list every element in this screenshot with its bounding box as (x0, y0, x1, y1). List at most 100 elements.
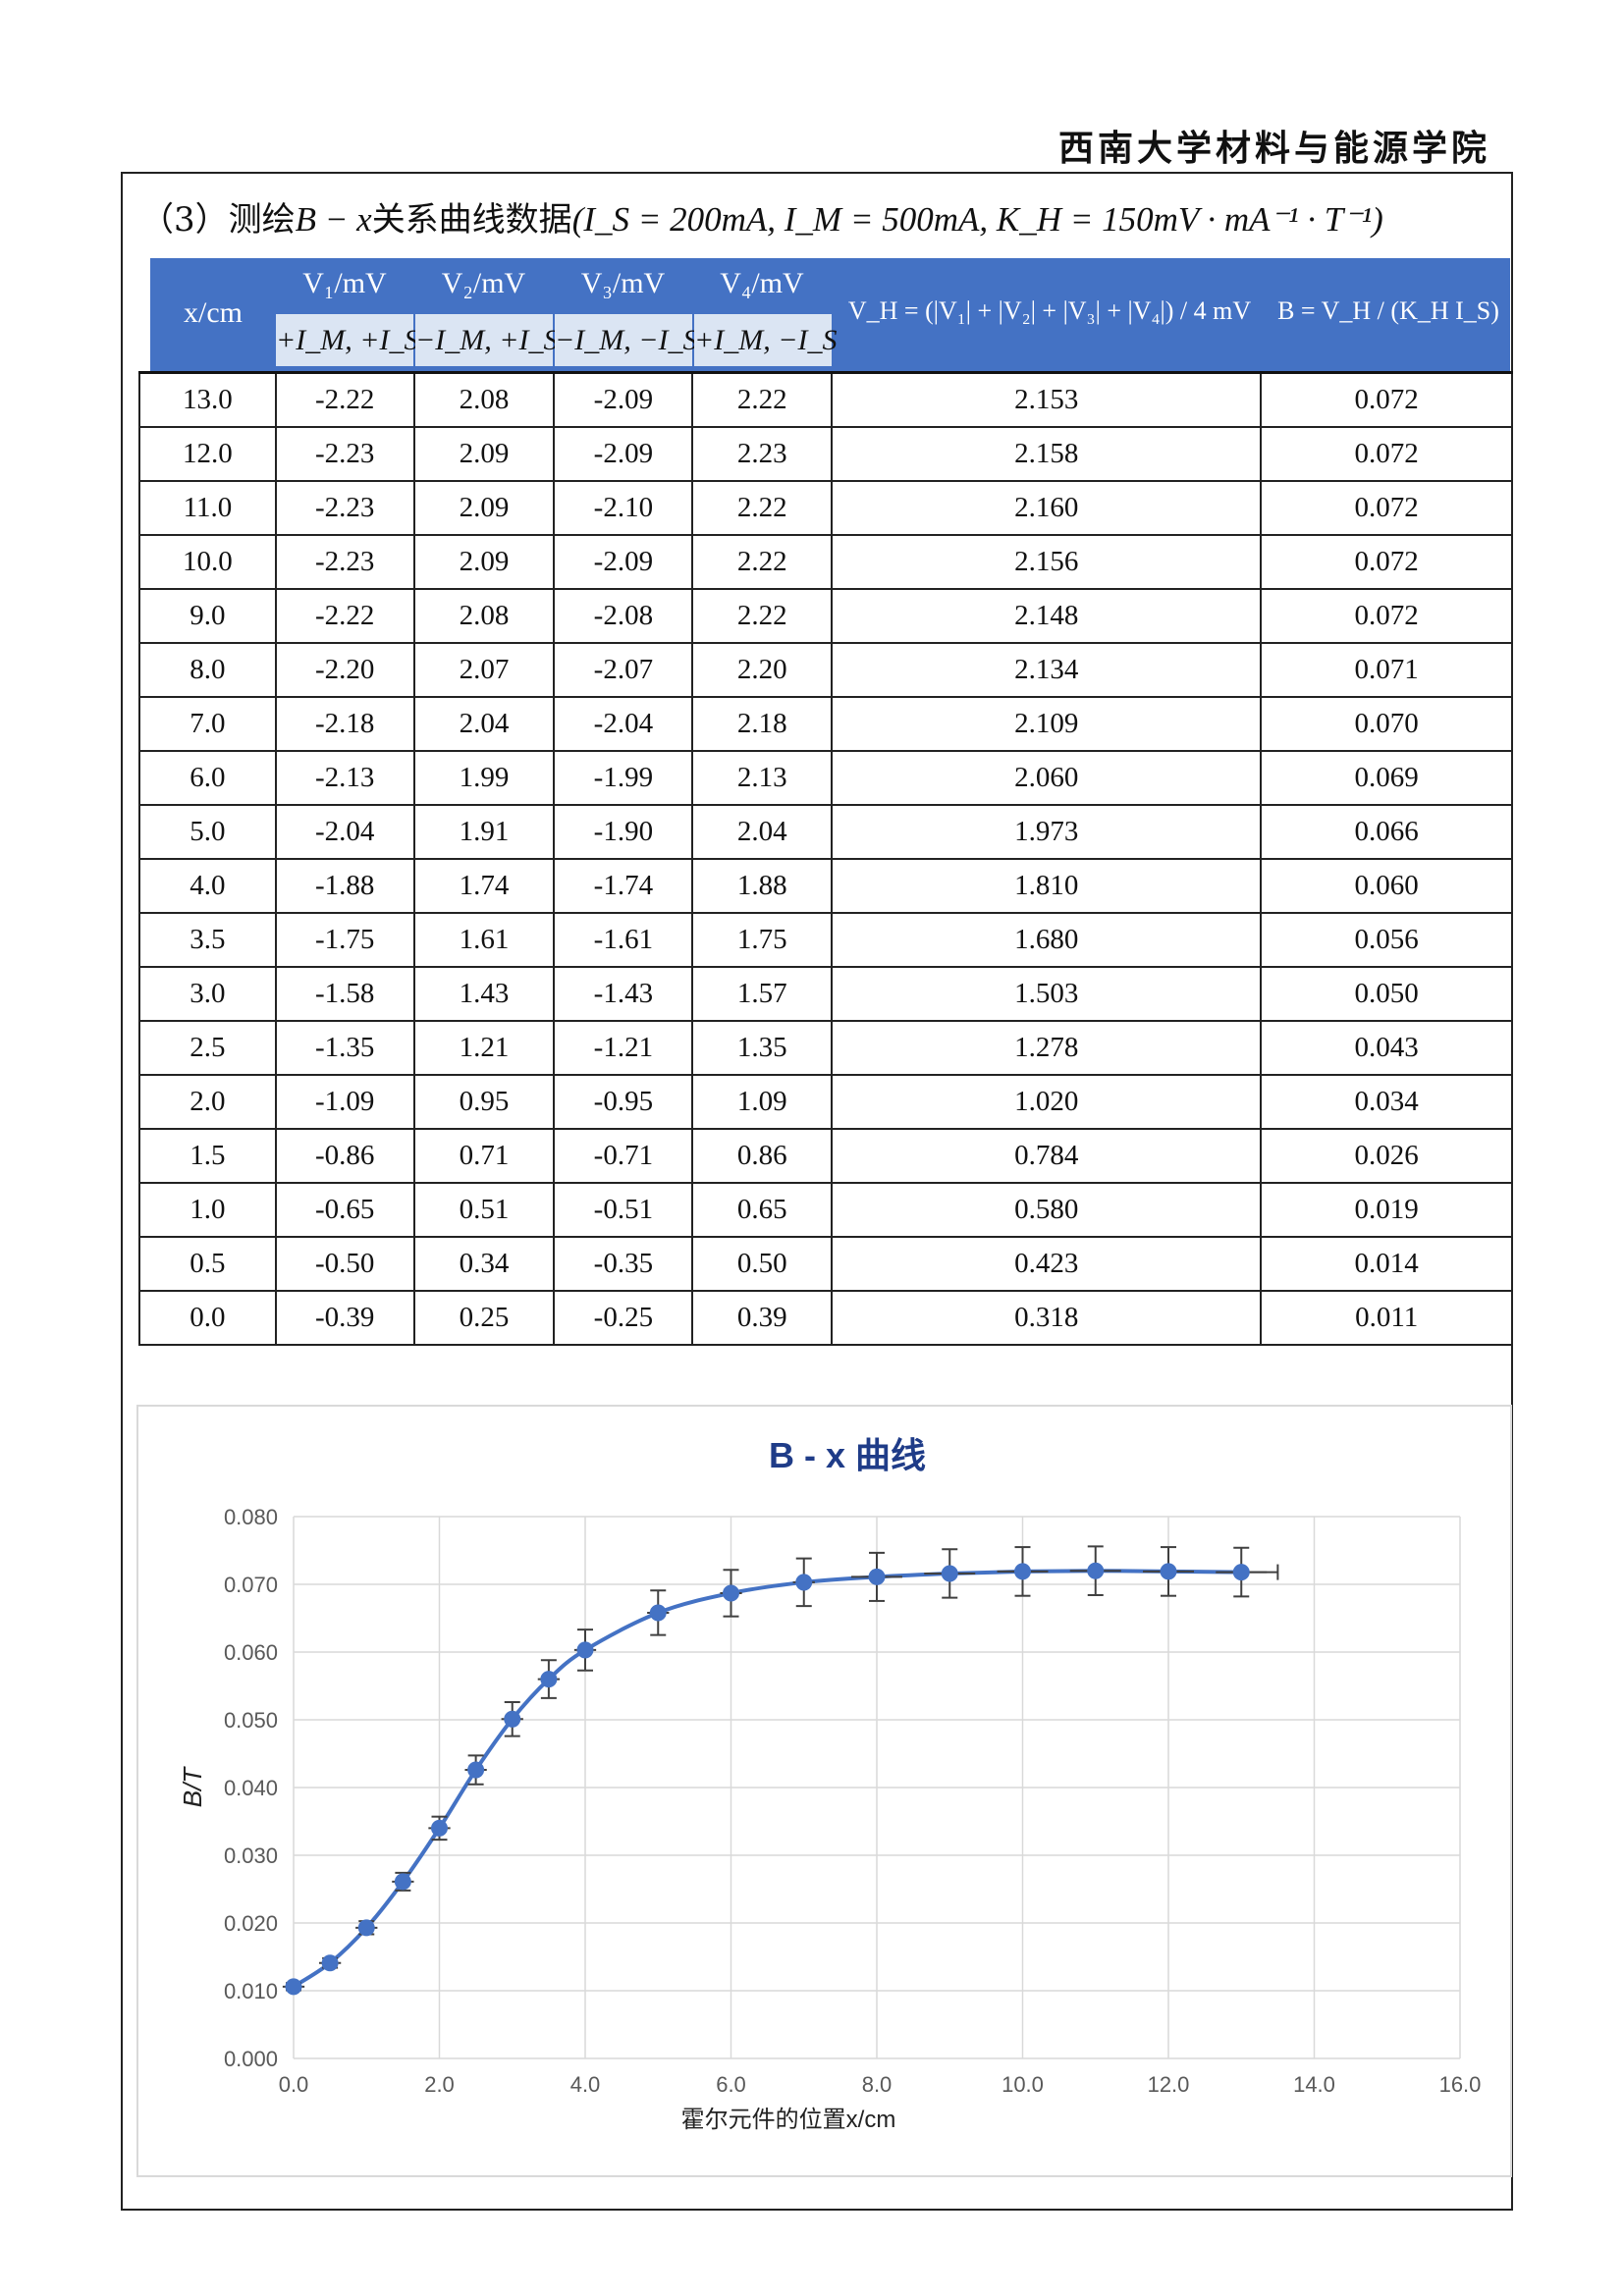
data-point (868, 1568, 886, 1585)
cell-x: 4.0 (138, 858, 277, 914)
table-row: 12.0 -2.23 2.09 -2.09 2.23 2.158 0.072 (138, 426, 1513, 482)
cell-x: 11.0 (138, 480, 277, 536)
table-row: 0.0 -0.39 0.25 -0.25 0.39 0.318 0.011 (138, 1290, 1513, 1346)
cell-vh: 2.109 (831, 696, 1263, 752)
cell-b: 0.072 (1260, 371, 1513, 428)
data-point (576, 1641, 594, 1659)
cell-v1: -0.50 (274, 1236, 415, 1292)
cell-b: 0.066 (1260, 804, 1513, 860)
cell-v1: -2.13 (274, 750, 415, 806)
table-row: 9.0 -2.22 2.08 -2.08 2.22 2.148 0.072 (138, 588, 1513, 644)
table-row: 3.0 -1.58 1.43 -1.43 1.57 1.503 0.050 (138, 966, 1513, 1022)
series-line (292, 1569, 1242, 1989)
table-row: 4.0 -1.88 1.74 -1.74 1.88 1.810 0.060 (138, 858, 1513, 914)
cell-x: 7.0 (138, 696, 277, 752)
cell-v4: 2.22 (691, 534, 834, 590)
cell-v2: 2.09 (412, 534, 556, 590)
table-row: 7.0 -2.18 2.04 -2.04 2.18 2.109 0.070 (138, 696, 1513, 752)
cell-b: 0.072 (1260, 588, 1513, 644)
cell-v1: -2.22 (274, 371, 415, 428)
cell-x: 9.0 (138, 588, 277, 644)
cell-v2: 1.21 (412, 1020, 556, 1076)
x-tick-label: 6.0 (716, 2072, 746, 2097)
cell-vh: 2.153 (831, 371, 1263, 428)
cell-v4: 0.86 (691, 1128, 834, 1184)
cell-vh: 1.503 (831, 966, 1263, 1022)
cell-v1: -2.20 (274, 642, 415, 698)
table-row: 10.0 -2.23 2.09 -2.09 2.22 2.156 0.072 (138, 534, 1513, 590)
cell-v1: -1.75 (274, 912, 415, 968)
chart-container: 0.0 2.0 4.0 6.0 8.0 10.0 12.0 14.0 16.0 0.000 0.01… (136, 1405, 1512, 2177)
cell-vh: 1.810 (831, 858, 1263, 914)
x-tick-label: 16.0 (1439, 2072, 1482, 2097)
cell-v1: -1.35 (274, 1020, 415, 1076)
data-point (431, 1819, 448, 1837)
cell-v2: 2.04 (412, 696, 556, 752)
b-x-chart: 0.0 2.0 4.0 6.0 8.0 10.0 12.0 14.0 16.0 0.000 0.01… (178, 1435, 1482, 2133)
data-point (394, 1873, 411, 1891)
cell-v3: -2.04 (553, 696, 694, 752)
page-frame (121, 172, 1513, 2211)
y-axis-label: B/T (178, 1766, 207, 1808)
cell-v3: -2.07 (553, 642, 694, 698)
cell-v2: 2.08 (412, 371, 556, 428)
x-tick-label: 2.0 (424, 2072, 455, 2097)
table-row: 5.0 -2.04 1.91 -1.90 2.04 1.973 0.066 (138, 804, 1513, 860)
cell-v2: 0.95 (412, 1074, 556, 1130)
y-tick-label: 0.030 (224, 1843, 278, 1868)
cell-vh: 0.784 (831, 1128, 1263, 1184)
cell-vh: 1.020 (831, 1074, 1263, 1130)
cell-x: 3.5 (138, 912, 277, 968)
x-tick-label: 4.0 (570, 2072, 601, 2097)
cell-v4: 1.09 (691, 1074, 834, 1130)
cell-b: 0.060 (1260, 858, 1513, 914)
cell-b: 0.011 (1260, 1290, 1513, 1346)
x-axis-label: 霍尔元件的位置x/cm (681, 2107, 896, 2133)
cell-x: 5.0 (138, 804, 277, 860)
data-point (540, 1671, 558, 1688)
cell-v3: -2.08 (553, 588, 694, 644)
y-tick-label: 0.080 (224, 1505, 278, 1529)
cell-v1: -2.22 (274, 588, 415, 644)
cell-v3: -0.25 (553, 1290, 694, 1346)
cell-v1: -1.58 (274, 966, 415, 1022)
cell-x: 3.0 (138, 966, 277, 1022)
table-row: 8.0 -2.20 2.07 -2.07 2.20 2.134 0.071 (138, 642, 1513, 698)
cell-v2: 1.61 (412, 912, 556, 968)
cell-v3: -2.10 (553, 480, 694, 536)
x-tick-label: 10.0 (1001, 2072, 1044, 2097)
cell-vh: 2.160 (831, 480, 1263, 536)
y-tick-label: 0.040 (224, 1776, 278, 1800)
cell-x: 2.5 (138, 1020, 277, 1076)
cell-v2: 2.08 (412, 588, 556, 644)
cell-b: 0.014 (1260, 1236, 1513, 1292)
y-tick-label: 0.050 (224, 1708, 278, 1733)
table-row: 1.0 -0.65 0.51 -0.51 0.65 0.580 0.019 (138, 1182, 1513, 1238)
cell-v3: -2.09 (553, 371, 694, 428)
cell-vh: 0.423 (831, 1236, 1263, 1292)
cell-vh: 1.973 (831, 804, 1263, 860)
x-tick-label: 14.0 (1293, 2072, 1335, 2097)
cell-v4: 0.39 (691, 1290, 834, 1346)
table-row: 1.5 -0.86 0.71 -0.71 0.86 0.784 0.026 (138, 1128, 1513, 1184)
chart-title: B - x 曲线 (769, 1435, 926, 1475)
header-v1-sub: +I_M, +I_S (276, 314, 418, 366)
data-point (941, 1565, 958, 1582)
cell-v3: -1.43 (553, 966, 694, 1022)
cell-b: 0.069 (1260, 750, 1513, 806)
cell-v4: 2.22 (691, 588, 834, 644)
cell-b: 0.072 (1260, 426, 1513, 482)
header-v1: V₁/mV (302, 267, 387, 299)
header-v2-sub: −I_M, +I_S (415, 314, 558, 366)
data-point (1014, 1563, 1031, 1580)
header-v4-sub: +I_M, −I_S (694, 314, 837, 366)
cell-v4: 2.18 (691, 696, 834, 752)
cell-x: 1.5 (138, 1128, 277, 1184)
section-title-prefix: （3）测绘 (140, 200, 296, 240)
cell-b: 0.072 (1260, 480, 1513, 536)
cell-v2: 2.07 (412, 642, 556, 698)
data-point (1232, 1564, 1250, 1581)
cell-v1: -2.04 (274, 804, 415, 860)
data-point (504, 1710, 521, 1728)
cell-v4: 2.22 (691, 480, 834, 536)
